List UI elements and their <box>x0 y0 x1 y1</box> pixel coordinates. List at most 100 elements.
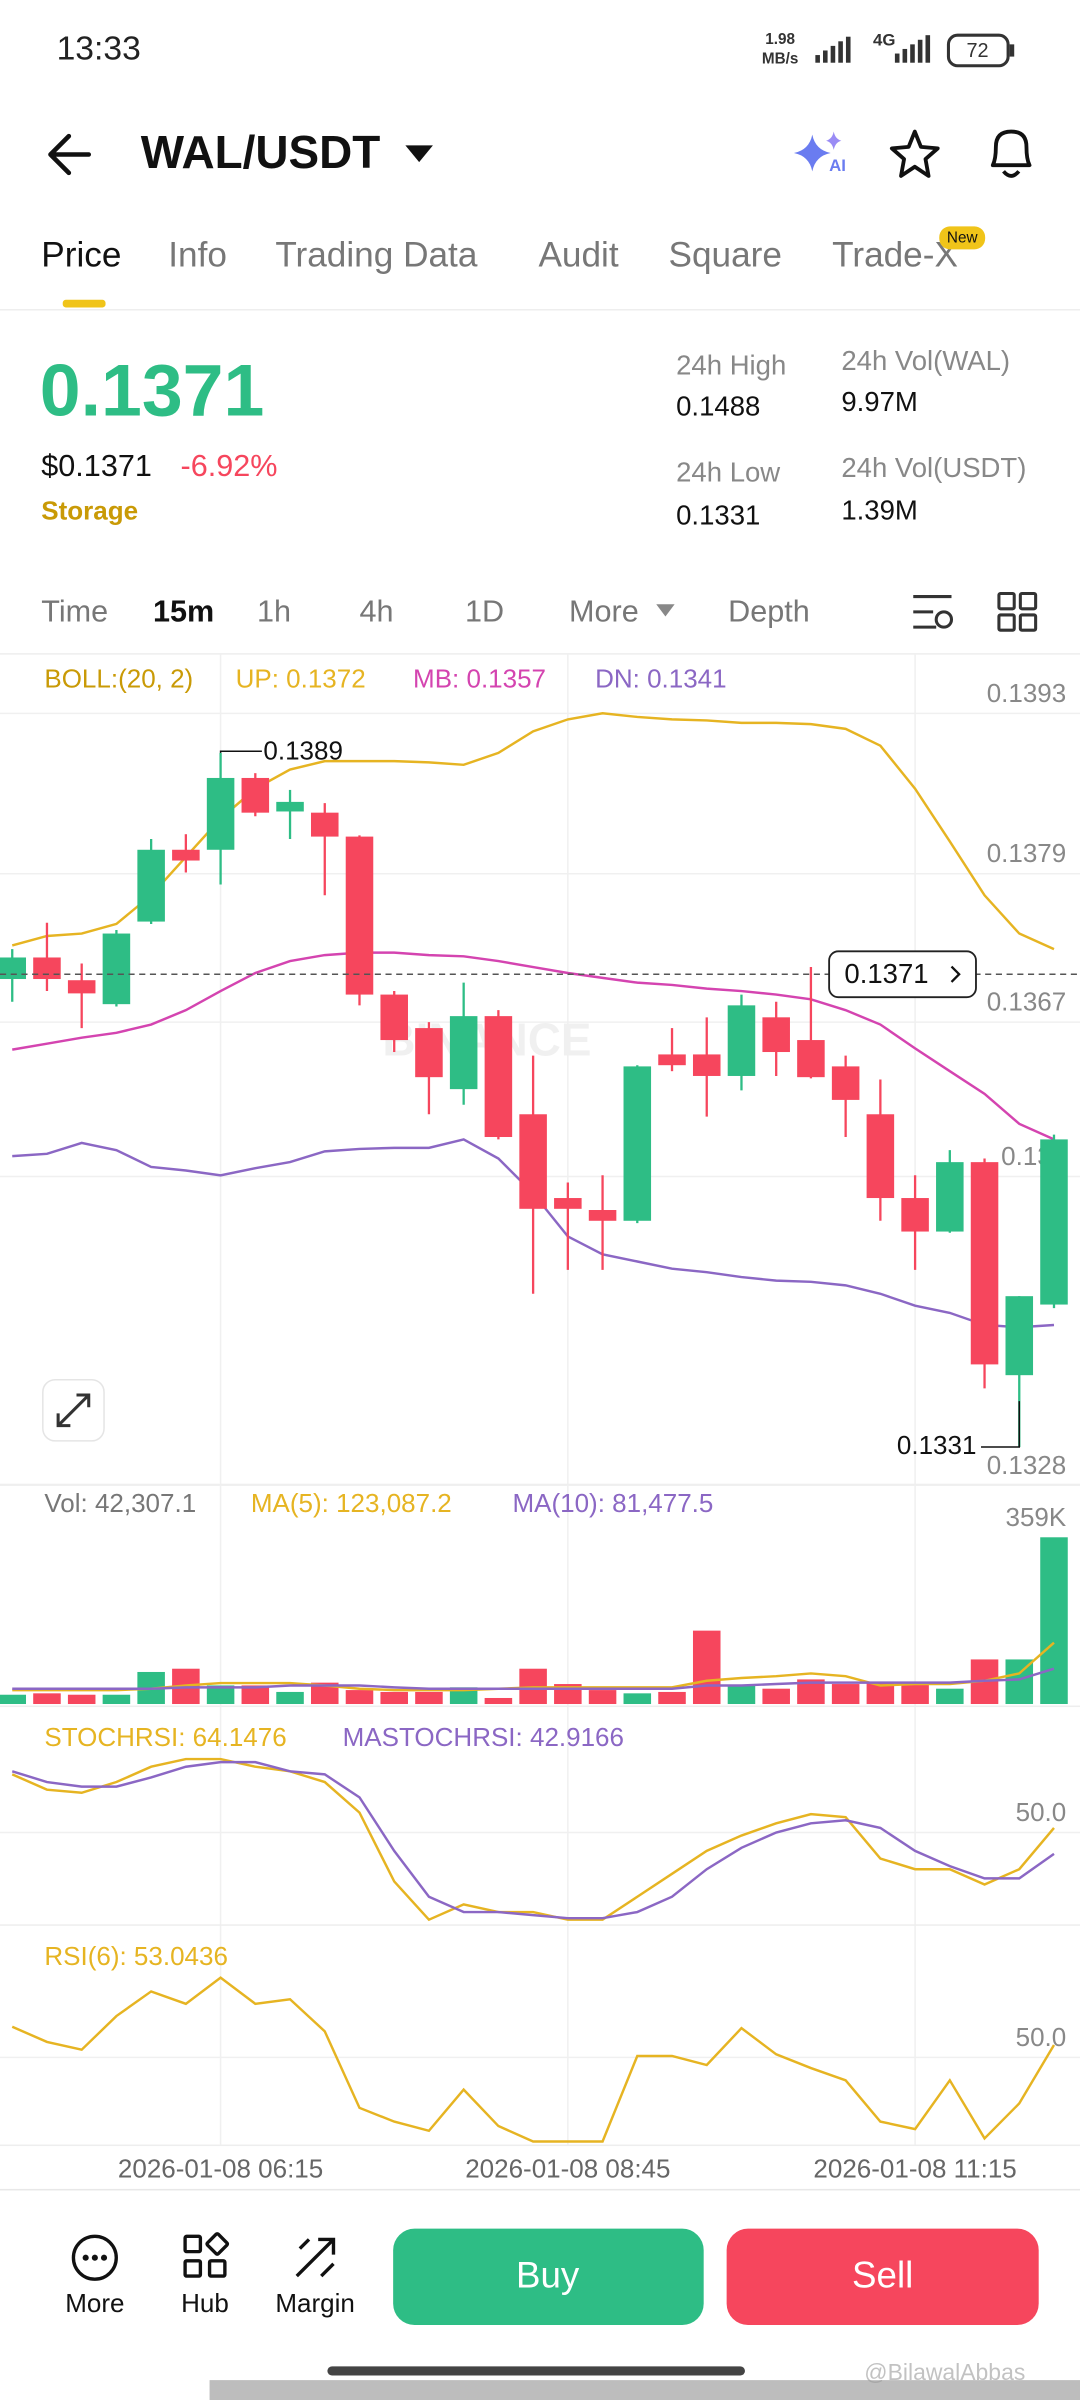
y-tick-label: 0.1367 <box>987 987 1067 1017</box>
battery-tip <box>1009 44 1015 57</box>
volume-bar <box>901 1682 929 1705</box>
candle-body <box>623 1066 652 1221</box>
candle-body <box>1040 1139 1068 1305</box>
stat-label: 24h Vol(WAL) <box>841 345 1010 376</box>
pair-dropdown[interactable] <box>405 145 433 163</box>
layout-button[interactable] <box>997 591 1038 632</box>
battery-level: 72 <box>966 40 988 62</box>
low-marker <box>981 1401 1021 1448</box>
watermark: @BilawalAbbas <box>864 2359 1025 2385</box>
y-tick-label: 0.1379 <box>987 838 1067 868</box>
candle-body <box>310 812 339 837</box>
tab-bar: Price Info Trading Data Audit Square Tra… <box>41 235 958 274</box>
candle-body <box>554 1198 582 1209</box>
action-label[interactable]: Margin <box>275 2288 354 2318</box>
volume-bar <box>831 1684 860 1705</box>
more-icon[interactable] <box>71 2234 118 2281</box>
back-button[interactable] <box>48 133 92 176</box>
interval[interactable]: Depth <box>728 594 810 628</box>
volume-bar <box>484 1697 513 1705</box>
indicator-settings[interactable] <box>913 595 954 629</box>
candle-body <box>449 1016 478 1090</box>
sell-label[interactable]: Sell <box>852 2254 913 2295</box>
hub-icon[interactable] <box>183 2232 230 2278</box>
category-tag[interactable]: Storage <box>41 495 138 525</box>
tab[interactable]: Audit <box>538 235 618 274</box>
last-price: 0.1371 <box>40 350 265 432</box>
battery <box>946 33 1010 68</box>
usd-price: $0.1371 <box>41 449 152 483</box>
home-indicator <box>327 2366 745 2376</box>
indicator-line <box>11 1976 1056 2143</box>
alert-button[interactable] <box>990 129 1032 178</box>
status-time: 13:33 <box>57 30 141 67</box>
ai-badge: AI <box>829 156 846 175</box>
ai-button[interactable] <box>793 134 831 172</box>
tab[interactable]: Trade-X <box>832 235 958 274</box>
candle-body <box>797 1040 825 1078</box>
y-tick-label: 0.1393 <box>987 678 1067 708</box>
signal-icon <box>815 36 851 63</box>
price-change: -6.92% <box>181 449 278 483</box>
panel-divider <box>0 1924 1080 1926</box>
tab[interactable]: Price <box>41 235 121 274</box>
ai-sparkle <box>826 131 842 150</box>
tab[interactable]: Trading Data <box>275 235 477 274</box>
tab[interactable]: Info <box>168 235 227 274</box>
divider <box>0 308 1080 311</box>
candle-body <box>276 801 304 812</box>
candle-body <box>658 1054 686 1066</box>
legend-label: RSI(6): 53.0436 <box>44 1941 228 1971</box>
candle-body <box>588 1210 617 1221</box>
kline-chart: 2026-01-08 06:15 2026-01-08 08:45 2026-01-… <box>0 654 1080 2183</box>
candle-body <box>137 849 165 922</box>
y-tick-label: 50.0 <box>1016 2022 1067 2052</box>
last-price-tag-label: 0.1371 <box>844 958 928 989</box>
action-label[interactable]: More <box>65 2288 124 2318</box>
volume-bar <box>33 1693 61 1705</box>
volume-bar <box>588 1690 617 1705</box>
sell-button[interactable] <box>726 2228 1039 2326</box>
high-label: 0.1389 <box>263 736 343 766</box>
indicator-line <box>11 1760 1055 1920</box>
interval[interactable]: 1h <box>257 594 291 628</box>
interval[interactable]: 4h <box>359 594 393 628</box>
legend-label: MB: 0.1357 <box>413 664 546 694</box>
candle-body <box>172 849 200 861</box>
interval[interactable]: 1D <box>465 594 504 628</box>
action-label[interactable]: Hub <box>181 2288 229 2318</box>
candle-body <box>415 1028 443 1078</box>
interval[interactable]: Time <box>41 594 108 628</box>
indicator-line <box>11 1757 1055 1922</box>
volume-bar <box>1040 1537 1068 1705</box>
interval[interactable]: 15m <box>153 594 214 628</box>
candle-body <box>380 994 408 1041</box>
divider <box>0 653 1080 655</box>
x-tick-label: 2026-01-08 06:15 <box>118 2153 323 2183</box>
legend-label: STOCHRSI: 64.1476 <box>44 1722 286 1752</box>
pair-title[interactable]: WAL/USDT <box>141 126 381 178</box>
y-tick-label: 359K <box>1005 1502 1066 1532</box>
favorite-button[interactable] <box>889 129 940 178</box>
last-price-tag <box>828 950 977 999</box>
stat-value: 1.39M <box>841 495 917 526</box>
margin-icon[interactable] <box>295 2237 336 2278</box>
buy-button[interactable] <box>393 2228 704 2326</box>
legend-label: DN: 0.1341 <box>595 664 727 694</box>
indicator-line <box>12 1667 1055 1690</box>
legend-label: Vol: 42,307.1 <box>44 1488 196 1518</box>
volume-bar <box>345 1690 374 1705</box>
tab[interactable]: Square <box>668 235 781 274</box>
volume-bar <box>380 1691 408 1705</box>
y-tick-label: 50.0 <box>1016 1797 1067 1827</box>
candle-body <box>936 1162 964 1232</box>
last-price-chevron <box>950 965 961 983</box>
interval[interactable]: More <box>569 594 639 628</box>
interval-bar: Time 15m 1h 4h 1D More Depth <box>41 594 809 628</box>
buy-label[interactable]: Buy <box>516 2254 580 2295</box>
volume-bar <box>102 1694 131 1705</box>
candle-body <box>519 1114 547 1209</box>
indicator-line <box>12 1641 1055 1692</box>
net-speed: 1.98 <box>765 31 795 48</box>
